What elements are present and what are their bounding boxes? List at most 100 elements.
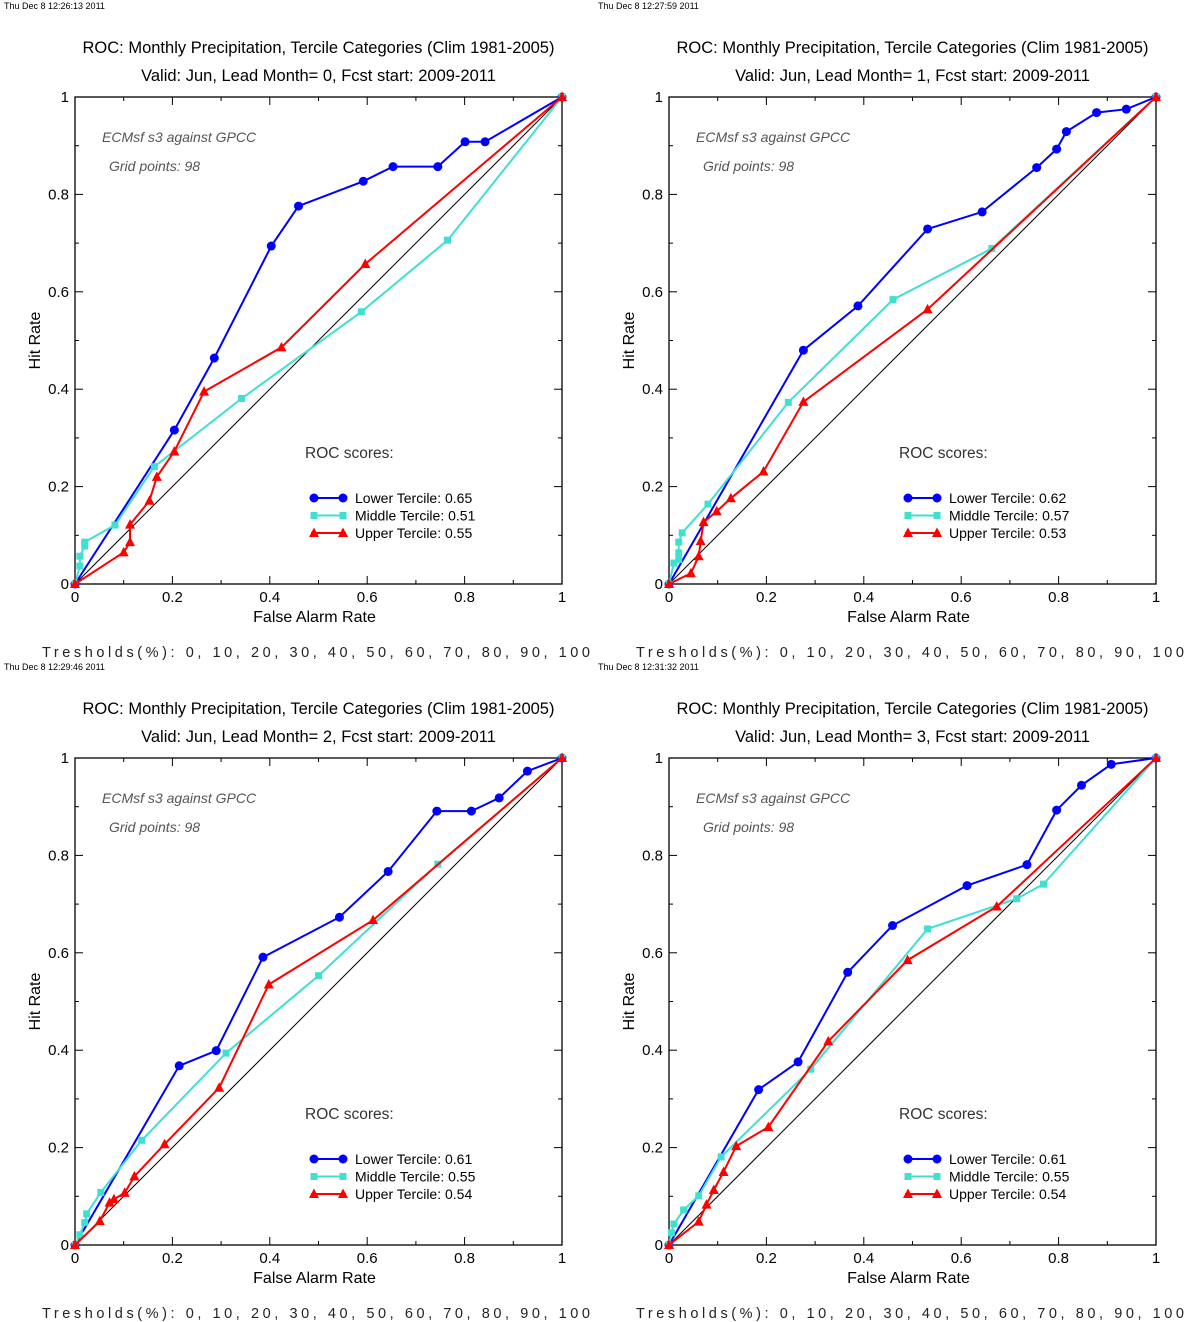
y-tick-label: 1 (61, 89, 69, 106)
x-tick-label: 0.4 (853, 1250, 874, 1267)
data-point (711, 505, 722, 516)
series-3 (70, 91, 567, 588)
legend-marker (932, 493, 942, 503)
series-1 (664, 92, 1161, 589)
roc-scores-title: ROC scores: (305, 445, 394, 462)
legend-marker (309, 527, 319, 537)
x-tick-label: 0.8 (454, 589, 475, 606)
data-point (924, 925, 932, 933)
legend-label: Lower Tercile: 0.65 (355, 490, 472, 506)
legend-label: Lower Tercile: 0.61 (949, 1151, 1066, 1167)
gridpoints-annotation: Grid points: 98 (109, 158, 200, 174)
x-tick-label: 0.2 (162, 1250, 183, 1267)
data-point (675, 556, 683, 564)
x-tick-label: 0.4 (259, 589, 280, 606)
y-tick-label: 0 (61, 1237, 69, 1254)
data-point (977, 207, 987, 217)
x-tick-label: 0.6 (951, 589, 972, 606)
data-point (144, 495, 155, 505)
data-point (763, 1121, 774, 1132)
y-tick-label: 1 (655, 750, 663, 767)
data-point (125, 536, 136, 547)
data-point (466, 806, 476, 816)
series-3 (664, 752, 1161, 1249)
y-tick-label: 0 (655, 576, 663, 593)
data-point (853, 301, 863, 311)
data-point (678, 529, 686, 537)
data-point (76, 552, 84, 560)
data-point (432, 806, 442, 816)
legend-marker (310, 512, 318, 519)
x-tick-label: 0 (71, 589, 79, 606)
legend-marker (338, 527, 348, 537)
data-point (83, 1210, 91, 1218)
timestamp: Thu Dec 8 12:31:32 2011 (598, 662, 699, 672)
legend-marker (310, 1173, 318, 1180)
data-point (664, 1239, 674, 1249)
data-point (889, 296, 897, 304)
series-3 (70, 752, 567, 1249)
data-point (238, 394, 246, 402)
data-point (433, 162, 443, 172)
x-tick-label: 0.2 (162, 589, 183, 606)
data-point (118, 546, 129, 557)
data-point (1061, 127, 1071, 137)
data-point (258, 952, 268, 962)
legend: Lower Tercile: 0.65 Middle Tercile: 0.51U… (309, 490, 476, 541)
data-point (1052, 144, 1062, 154)
data-point (670, 559, 678, 567)
legend-marker (933, 1173, 941, 1180)
x-tick-label: 0.6 (357, 1250, 378, 1267)
gridpoints-annotation: Grid points: 98 (109, 819, 200, 835)
data-point (922, 303, 933, 314)
y-axis-label: Hit Rate (621, 312, 638, 370)
y-tick-label: 0.4 (642, 381, 663, 398)
series-line (74, 757, 563, 1246)
data-point (1052, 805, 1062, 815)
thresholds-label: Tresholds(%): 0, 10, 20, 30, 40, 50, 60,… (42, 645, 590, 661)
roc-panel-4: Thu Dec 8 12:31:32 2011 ROC: Monthly Prec… (598, 662, 1184, 1322)
gridpoints-annotation: Grid points: 98 (703, 158, 794, 174)
data-point (125, 519, 136, 529)
data-point (704, 500, 712, 508)
legend-marker (903, 527, 913, 537)
model-annotation: ECMsf s3 against GPCC (102, 129, 257, 145)
y-tick-label: 0 (61, 576, 69, 593)
data-point (76, 1231, 84, 1239)
y-tick-label: 0.8 (48, 847, 69, 864)
data-point (1151, 752, 1161, 762)
data-point (731, 1140, 742, 1151)
data-point (81, 542, 89, 550)
y-tick-label: 0.6 (48, 284, 69, 301)
thresholds-label: Tresholds(%): 0, 10, 20, 30, 40, 50, 60,… (42, 1306, 590, 1322)
legend-label: Middle Tercile: 0.55 (355, 1169, 476, 1185)
y-axis-label: Hit Rate (27, 973, 44, 1031)
data-point (708, 1184, 719, 1194)
chart-subtitle: Valid: Jun, Lead Month= 3, Fcst start: 2… (735, 728, 1090, 746)
legend-label: Upper Tercile: 0.53 (949, 525, 1066, 541)
y-tick-label: 0.4 (48, 381, 69, 398)
x-tick-label: 0.8 (1048, 1250, 1069, 1267)
legend-marker (933, 512, 941, 519)
x-tick-label: 0 (71, 1250, 79, 1267)
chart-subtitle: Valid: Jun, Lead Month= 0, Fcst start: 2… (141, 67, 496, 85)
x-tick-label: 0.6 (951, 1250, 972, 1267)
legend-marker (309, 493, 319, 503)
legend-label: Upper Tercile: 0.55 (355, 525, 472, 541)
data-point (81, 538, 89, 546)
chart-title: ROC: Monthly Precipitation, Tercile Cate… (677, 39, 1149, 57)
legend-label: Lower Tercile: 0.62 (949, 490, 1066, 506)
legend-marker (904, 512, 912, 519)
data-point (169, 446, 180, 456)
data-point (494, 793, 504, 803)
legend: Lower Tercile: 0.61 Middle Tercile: 0.55U… (903, 1151, 1070, 1202)
x-tick-label: 1 (1152, 589, 1160, 606)
chart-subtitle: Valid: Jun, Lead Month= 2, Fcst start: 2… (141, 728, 496, 746)
data-point (169, 425, 179, 435)
data-point (174, 1061, 184, 1071)
legend-marker (339, 1173, 347, 1180)
data-point (460, 137, 470, 147)
x-tick-label: 0.8 (454, 1250, 475, 1267)
chart-title: ROC: Monthly Precipitation, Tercile Cate… (83, 39, 555, 57)
